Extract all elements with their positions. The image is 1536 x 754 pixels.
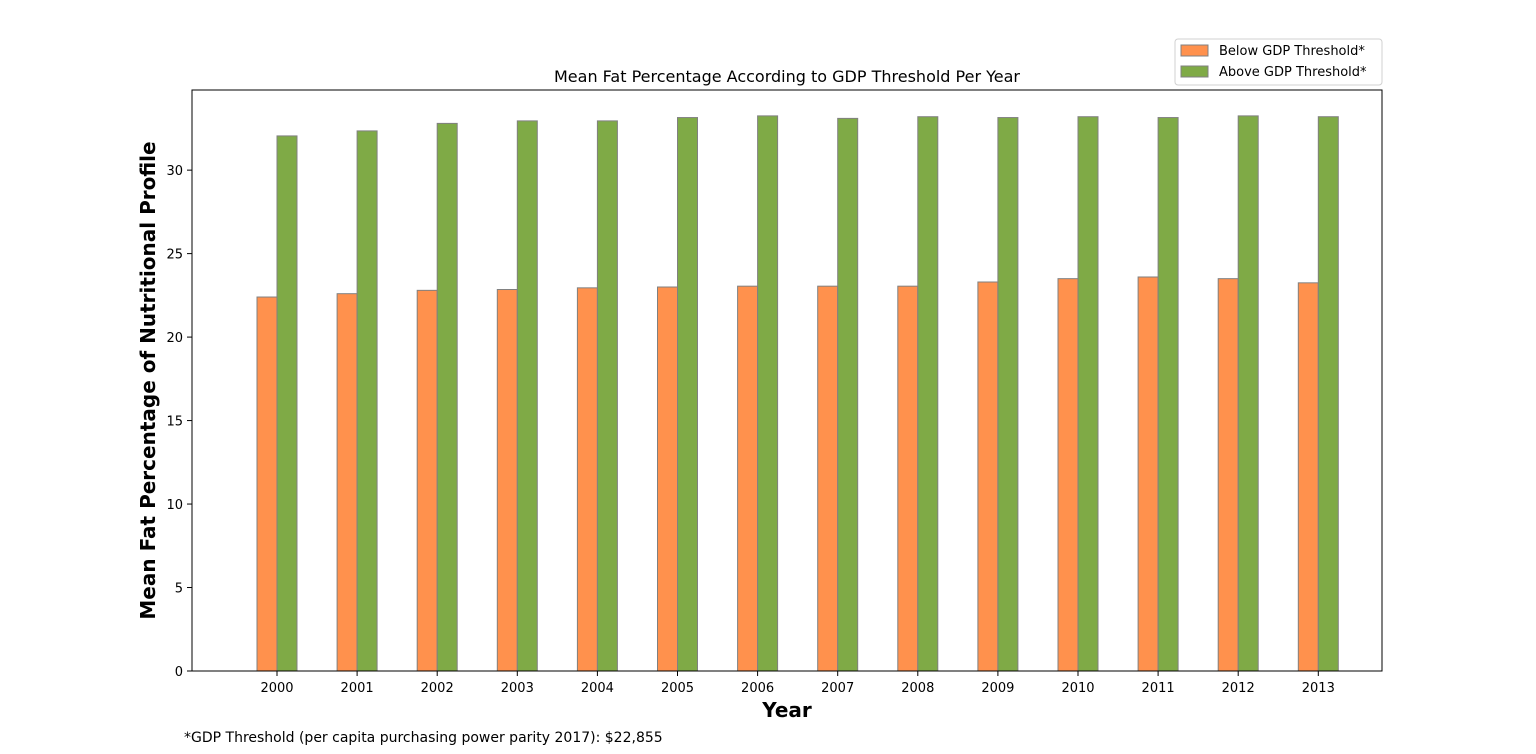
bars-group <box>256 115 1339 672</box>
bar <box>1317 116 1339 672</box>
x-tick-label: 2013 <box>1302 681 1335 696</box>
y-axis-label: Mean Fat Percentage of Nutritional Profi… <box>136 141 160 619</box>
x-tick-label: 2005 <box>661 681 694 696</box>
bar <box>677 117 698 672</box>
x-tick-label: 2001 <box>341 681 374 696</box>
bar <box>1157 117 1179 672</box>
legend-label: Above GDP Threshold* <box>1219 65 1367 80</box>
legend-swatch <box>1180 65 1209 78</box>
bar <box>576 287 598 672</box>
legend-box <box>1174 38 1383 86</box>
bar <box>897 285 919 672</box>
x-axis-label: Year <box>761 698 812 722</box>
bar <box>997 117 1019 672</box>
bar <box>1297 282 1319 672</box>
bar <box>516 120 538 672</box>
bar <box>336 293 358 672</box>
x-tick-label: 2002 <box>421 681 454 696</box>
y-tick-label: 30 <box>166 164 183 179</box>
bar <box>276 135 298 672</box>
x-tick-label: 2009 <box>981 681 1014 696</box>
y-tick-label: 15 <box>166 415 183 430</box>
bar <box>496 289 518 672</box>
y-tick-label: 5 <box>175 582 183 597</box>
bar <box>757 115 779 672</box>
bar <box>817 285 839 672</box>
legend-label: Below GDP Threshold* <box>1219 44 1365 59</box>
bar <box>657 286 678 672</box>
x-tick-label: 2010 <box>1061 681 1094 696</box>
x-tick-label: 2012 <box>1222 681 1255 696</box>
bar <box>1237 115 1259 672</box>
y-tick-label: 25 <box>166 248 183 263</box>
y-tick-label: 0 <box>175 665 183 680</box>
bar <box>1077 116 1099 672</box>
bar <box>1057 278 1079 672</box>
y-tick-label: 10 <box>166 498 183 513</box>
x-tick-label: 2006 <box>741 681 774 696</box>
x-tick-label: 2003 <box>501 681 534 696</box>
bar <box>436 122 458 672</box>
bar <box>356 130 378 672</box>
x-tick-label: 2007 <box>821 681 854 696</box>
bar <box>917 116 939 672</box>
bar <box>737 285 759 672</box>
x-tick-label: 2000 <box>260 681 293 696</box>
axes-group: 0 5 10 15 20 25 30 2000 2001 2002 2003 2004 2005 2006… <box>136 67 1383 722</box>
bar <box>1137 276 1159 672</box>
bar <box>256 296 278 672</box>
bar <box>837 117 859 672</box>
bar <box>416 289 438 672</box>
legend-swatch <box>1180 44 1209 57</box>
bar <box>977 281 999 672</box>
x-tick-label: 2011 <box>1142 681 1175 696</box>
chart-title: Mean Fat Percentage According to GDP Thr… <box>554 67 1020 86</box>
footnote: *GDP Threshold (per capita purchasing po… <box>184 730 663 746</box>
y-tick-label: 20 <box>166 331 183 346</box>
x-tick-label: 2008 <box>901 681 934 696</box>
legend: Below GDP Threshold* Above GDP Threshold* <box>1174 38 1383 86</box>
plot-frame <box>191 89 1383 672</box>
x-tick-label: 2004 <box>581 681 614 696</box>
bar <box>596 120 618 672</box>
bar <box>1217 278 1239 672</box>
